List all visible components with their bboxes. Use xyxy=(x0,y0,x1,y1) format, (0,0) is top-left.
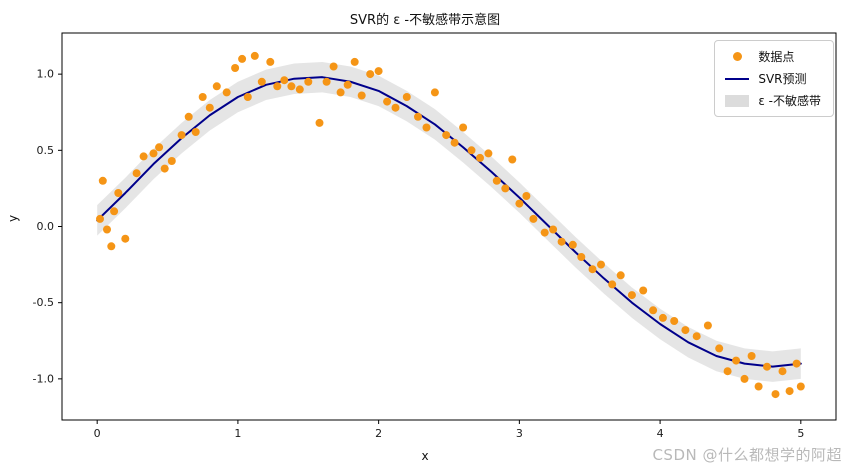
svg-text:3: 3 xyxy=(516,427,523,440)
legend-item-svr-line: SVR预测 xyxy=(724,70,821,87)
scatter-marker-icon xyxy=(724,52,750,61)
legend-label-epsilon-band: ε -不敏感带 xyxy=(758,94,821,108)
epsilon-band xyxy=(97,61,801,382)
legend-label-data-points: 数据点 xyxy=(758,50,795,64)
data-points xyxy=(96,51,805,399)
svg-text:2: 2 xyxy=(375,427,382,440)
legend-label-svr-line: SVR预测 xyxy=(758,72,807,86)
svg-text:0: 0 xyxy=(94,427,101,440)
chart-title: SVR的 ε -不敏感带示意图 xyxy=(349,13,501,28)
legend-item-epsilon-band: ε -不敏感带 xyxy=(724,92,821,109)
svr-prediction-line xyxy=(96,76,802,368)
svg-text:-0.5: -0.5 xyxy=(33,296,54,309)
svg-text:5: 5 xyxy=(797,427,804,440)
svg-text:0.5: 0.5 xyxy=(37,144,55,157)
line-marker-icon xyxy=(724,77,750,80)
svg-text:4: 4 xyxy=(657,427,664,440)
svg-text:-1.0: -1.0 xyxy=(33,372,54,385)
axes: 0 1 2 3 4 5 -1.0 -0.5 0.0 0.5 1.0 xyxy=(33,32,837,440)
legend: 数据点 SVR预测 ε -不敏感带 xyxy=(714,40,834,117)
y-axis-label: y xyxy=(6,214,20,222)
x-axis-label: x xyxy=(421,449,429,463)
legend-item-data-points: 数据点 xyxy=(724,48,821,65)
svg-text:1: 1 xyxy=(234,427,241,440)
svg-text:1.0: 1.0 xyxy=(37,68,55,81)
svg-text:0.0: 0.0 xyxy=(37,220,55,233)
band-marker-icon xyxy=(724,94,750,107)
watermark: CSDN @什么都想学的阿超 xyxy=(652,446,842,464)
